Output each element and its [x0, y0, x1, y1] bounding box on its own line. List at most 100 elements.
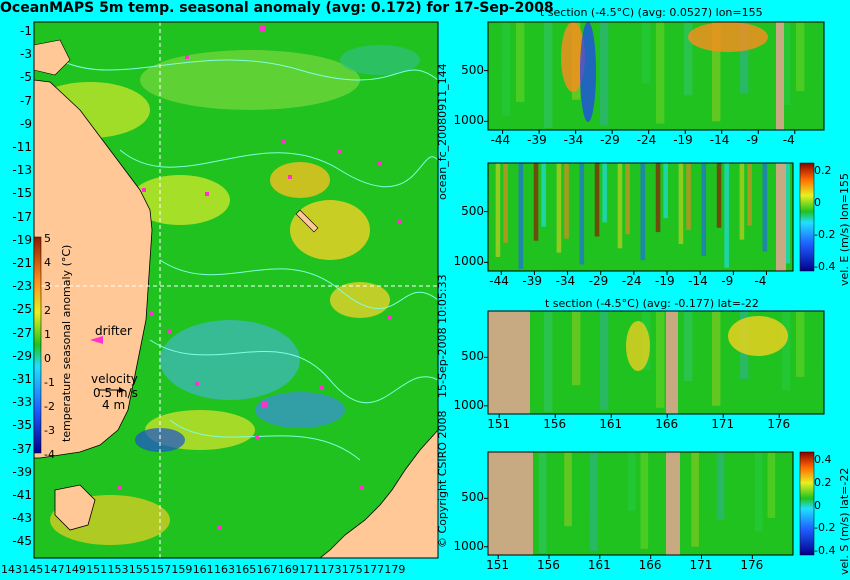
lat-tick: -31 — [12, 372, 32, 386]
section-x-tick: -4 — [754, 274, 767, 288]
colorbar-tick: -0.4 — [814, 260, 836, 273]
section-x-tick: -39 — [522, 274, 543, 288]
section-y-tick: 500 — [461, 490, 484, 505]
lon-tick: 155 — [128, 563, 150, 576]
colorbar-tick: -0.2 — [814, 228, 836, 241]
section-x-tick: 171 — [711, 417, 735, 431]
velocity-label: velocity — [91, 372, 138, 386]
section-y-tick: 500 — [461, 62, 484, 77]
lat-tick: -39 — [12, 464, 32, 479]
colorbar-tick: -1 — [44, 376, 55, 389]
lat-tick: -3 — [20, 47, 32, 62]
lat-tick: -33 — [12, 395, 32, 410]
section-x-tick: 156 — [537, 558, 560, 572]
lat-tick: -1 — [20, 24, 32, 38]
colorbar-tick: -4 — [44, 448, 55, 461]
main-title: OceanMAPS 5m temp. seasonal anomaly (avg… — [0, 0, 554, 16]
section-x-tick: 161 — [587, 558, 611, 572]
lon-tick: 153 — [107, 563, 129, 576]
section-y-tick: 1000 — [453, 254, 484, 269]
lat-tick: -29 — [12, 348, 32, 363]
lat-tick: -17 — [12, 209, 32, 224]
section-y-tick: 1000 — [453, 397, 484, 412]
section-y-tick: 500 — [461, 203, 484, 218]
lat-tick: -23 — [12, 279, 32, 294]
lat-tick: -15 — [12, 186, 32, 201]
copyright-text: © Copyright CSIRO 2008 — [436, 410, 449, 548]
panel-3-title: t section (-4.5°C) (avg: -0.177) lat=-22 — [545, 297, 759, 310]
section-x-tick: -34 — [563, 133, 584, 147]
lat-tick: -43 — [12, 511, 32, 526]
section-x-tick: -14 — [709, 133, 730, 147]
colorbar-tick: 0 — [814, 196, 821, 209]
lat-tick: -21 — [12, 256, 32, 270]
colorbar-tick: -0.4 — [814, 544, 836, 557]
section-x-tick: 166 — [655, 417, 679, 431]
lon-tick: 149 — [64, 563, 86, 576]
lat-tick: -9 — [20, 116, 32, 131]
colorbar-tick: -3 — [44, 424, 55, 437]
lon-tick: 151 — [86, 563, 108, 576]
colorbar-tick: 5 — [44, 232, 51, 245]
lat-tick: -13 — [12, 163, 32, 178]
land-new-zealand — [319, 429, 438, 558]
lat-tick: -19 — [12, 232, 32, 247]
section-x-tick: -24 — [636, 133, 657, 147]
lon-tick: 145 — [22, 563, 44, 576]
drifter-label: drifter — [95, 324, 132, 338]
lon-tick: 143 — [1, 563, 22, 576]
panel-4-cbar-label: vel. S (m/s) lat=-22 — [838, 467, 850, 575]
section-x-tick: 176 — [740, 558, 764, 572]
map-colorbar — [33, 236, 42, 454]
lon-tick: 177 — [363, 563, 385, 576]
lon-tick: 157 — [150, 563, 172, 576]
section-land — [488, 311, 530, 414]
section-x-tick: -9 — [746, 133, 759, 147]
section-x-tick: -14 — [688, 274, 708, 288]
lon-tick: 169 — [277, 563, 299, 576]
land-tasmania — [54, 484, 96, 531]
colorbar-tick: 0.4 — [814, 453, 832, 466]
section-x-tick: -9 — [721, 274, 734, 288]
section-x-tick: -19 — [655, 274, 675, 288]
section-colorbar — [799, 162, 815, 272]
panel-2-cbar-label: vel. E (m/s) lon=155 — [838, 173, 850, 286]
colorbar-tick: 0.2 — [814, 164, 832, 177]
lat-tick: -45 — [12, 534, 32, 549]
section-land — [666, 452, 680, 555]
panel-1-title: t section (-4.5°C) (avg: 0.0527) lon=155 — [540, 6, 763, 19]
lon-tick: 159 — [171, 563, 193, 576]
section-x-tick: -39 — [527, 133, 547, 147]
velocity-scale: 0.5 m/s — [93, 386, 138, 400]
section-x-tick: -4 — [782, 133, 795, 147]
section-x-tick: 171 — [689, 558, 713, 572]
colorbar-tick: -0.2 — [814, 521, 836, 535]
lon-tick: 165 — [235, 563, 257, 576]
lon-tick: 179 — [384, 563, 406, 576]
section-land — [776, 163, 786, 271]
colorbar-tick: 4 — [44, 256, 51, 269]
colorbar-tick: 3 — [44, 280, 51, 293]
lat-tick: -35 — [12, 418, 32, 433]
section-land — [776, 22, 784, 130]
drifter-markers — [118, 26, 402, 530]
colorbar-tick: 0.2 — [814, 475, 832, 489]
section-colorbar — [799, 451, 815, 556]
section-x-tick: -19 — [673, 133, 693, 147]
colorbar-tick: 0 — [814, 498, 821, 512]
section-y-tick: 1000 — [453, 113, 484, 128]
lat-tick: -11 — [12, 140, 32, 154]
section-x-tick: -44 — [489, 274, 509, 288]
section-x-tick: 161 — [599, 417, 623, 431]
timestamp-text: 15-Sep-2008 10:05:33 — [436, 274, 449, 398]
land-north — [34, 39, 71, 76]
lon-tick: 163 — [214, 563, 235, 576]
section-x-tick: -34 — [555, 274, 576, 288]
lon-tick: 161 — [192, 563, 214, 576]
section-x-tick: 151 — [487, 417, 511, 431]
section-x-tick: -24 — [621, 274, 642, 288]
lat-tick: -5 — [20, 70, 32, 85]
section-y-tick: 1000 — [453, 538, 484, 553]
section-land — [488, 452, 533, 555]
